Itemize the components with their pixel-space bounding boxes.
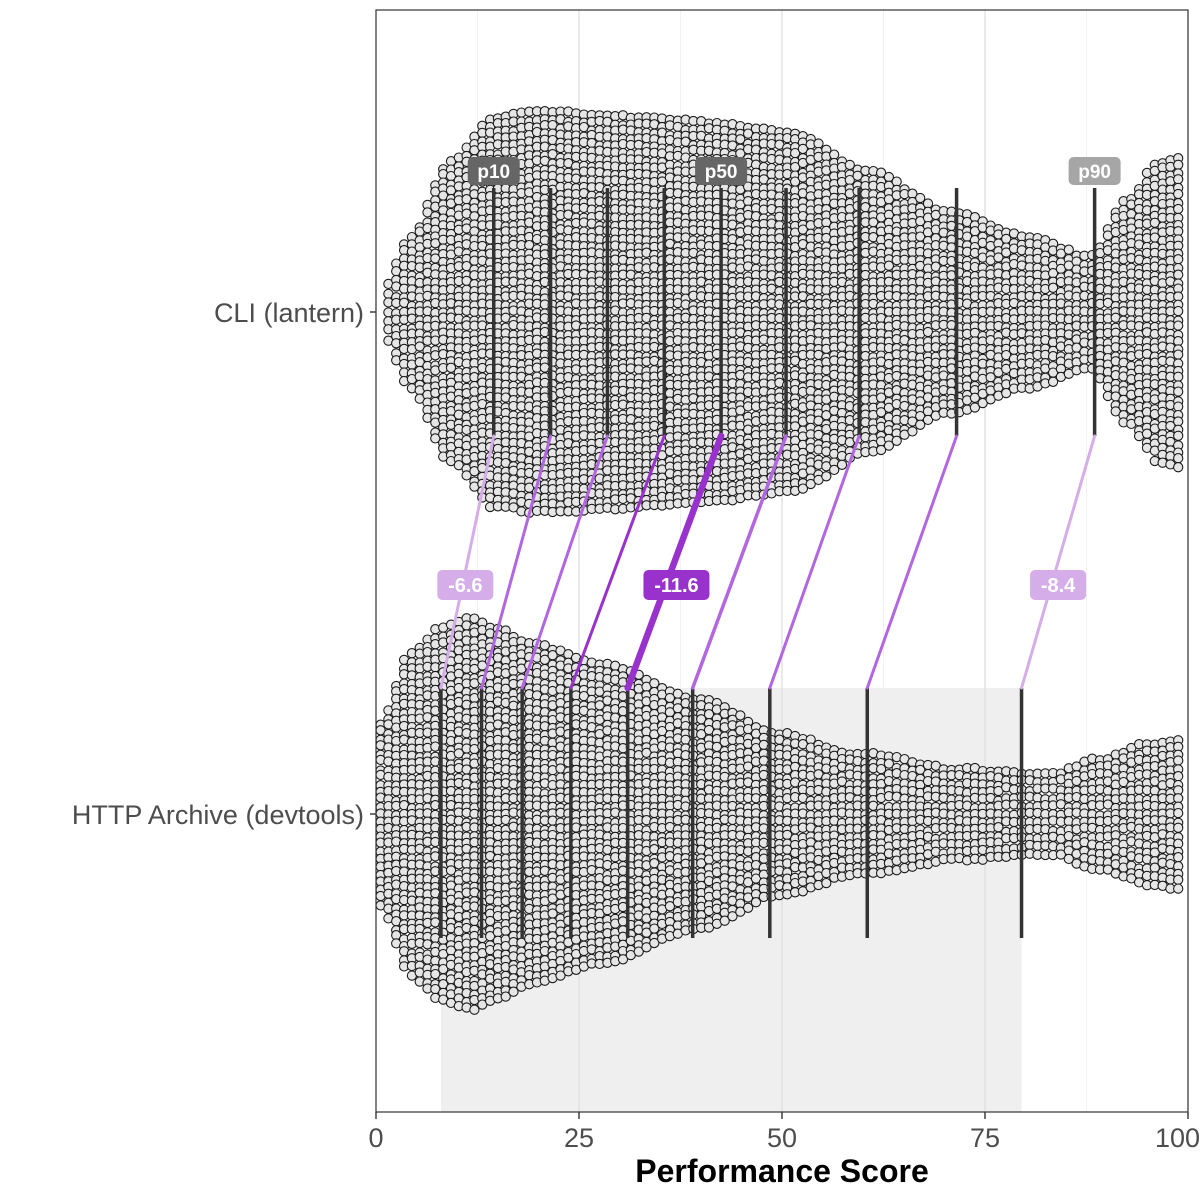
cli-point <box>1173 305 1184 317</box>
cli-point <box>821 471 832 482</box>
cli-point <box>1173 269 1184 280</box>
cli-point <box>1173 386 1184 397</box>
cli-point <box>1173 188 1184 200</box>
cli-point <box>1173 430 1184 441</box>
cli-point <box>1173 462 1184 473</box>
cli-point <box>836 459 848 470</box>
cli-point <box>430 433 441 444</box>
cli-point <box>891 435 902 446</box>
cli-point <box>813 138 824 149</box>
cli-point <box>414 341 425 352</box>
cli-point <box>1173 401 1184 412</box>
cli-point <box>1173 320 1184 331</box>
cli-point <box>1173 174 1184 185</box>
cli-point <box>461 470 472 481</box>
cli-point <box>1173 254 1184 265</box>
cli-point <box>907 426 918 437</box>
cli-point <box>1173 453 1184 464</box>
cli-point <box>1063 244 1074 255</box>
cli-point <box>829 149 840 160</box>
cli-point <box>1173 371 1184 382</box>
cli-point <box>1173 203 1184 215</box>
cli-point <box>1173 349 1184 360</box>
cli-point <box>1173 159 1184 170</box>
cli-point <box>445 362 457 373</box>
